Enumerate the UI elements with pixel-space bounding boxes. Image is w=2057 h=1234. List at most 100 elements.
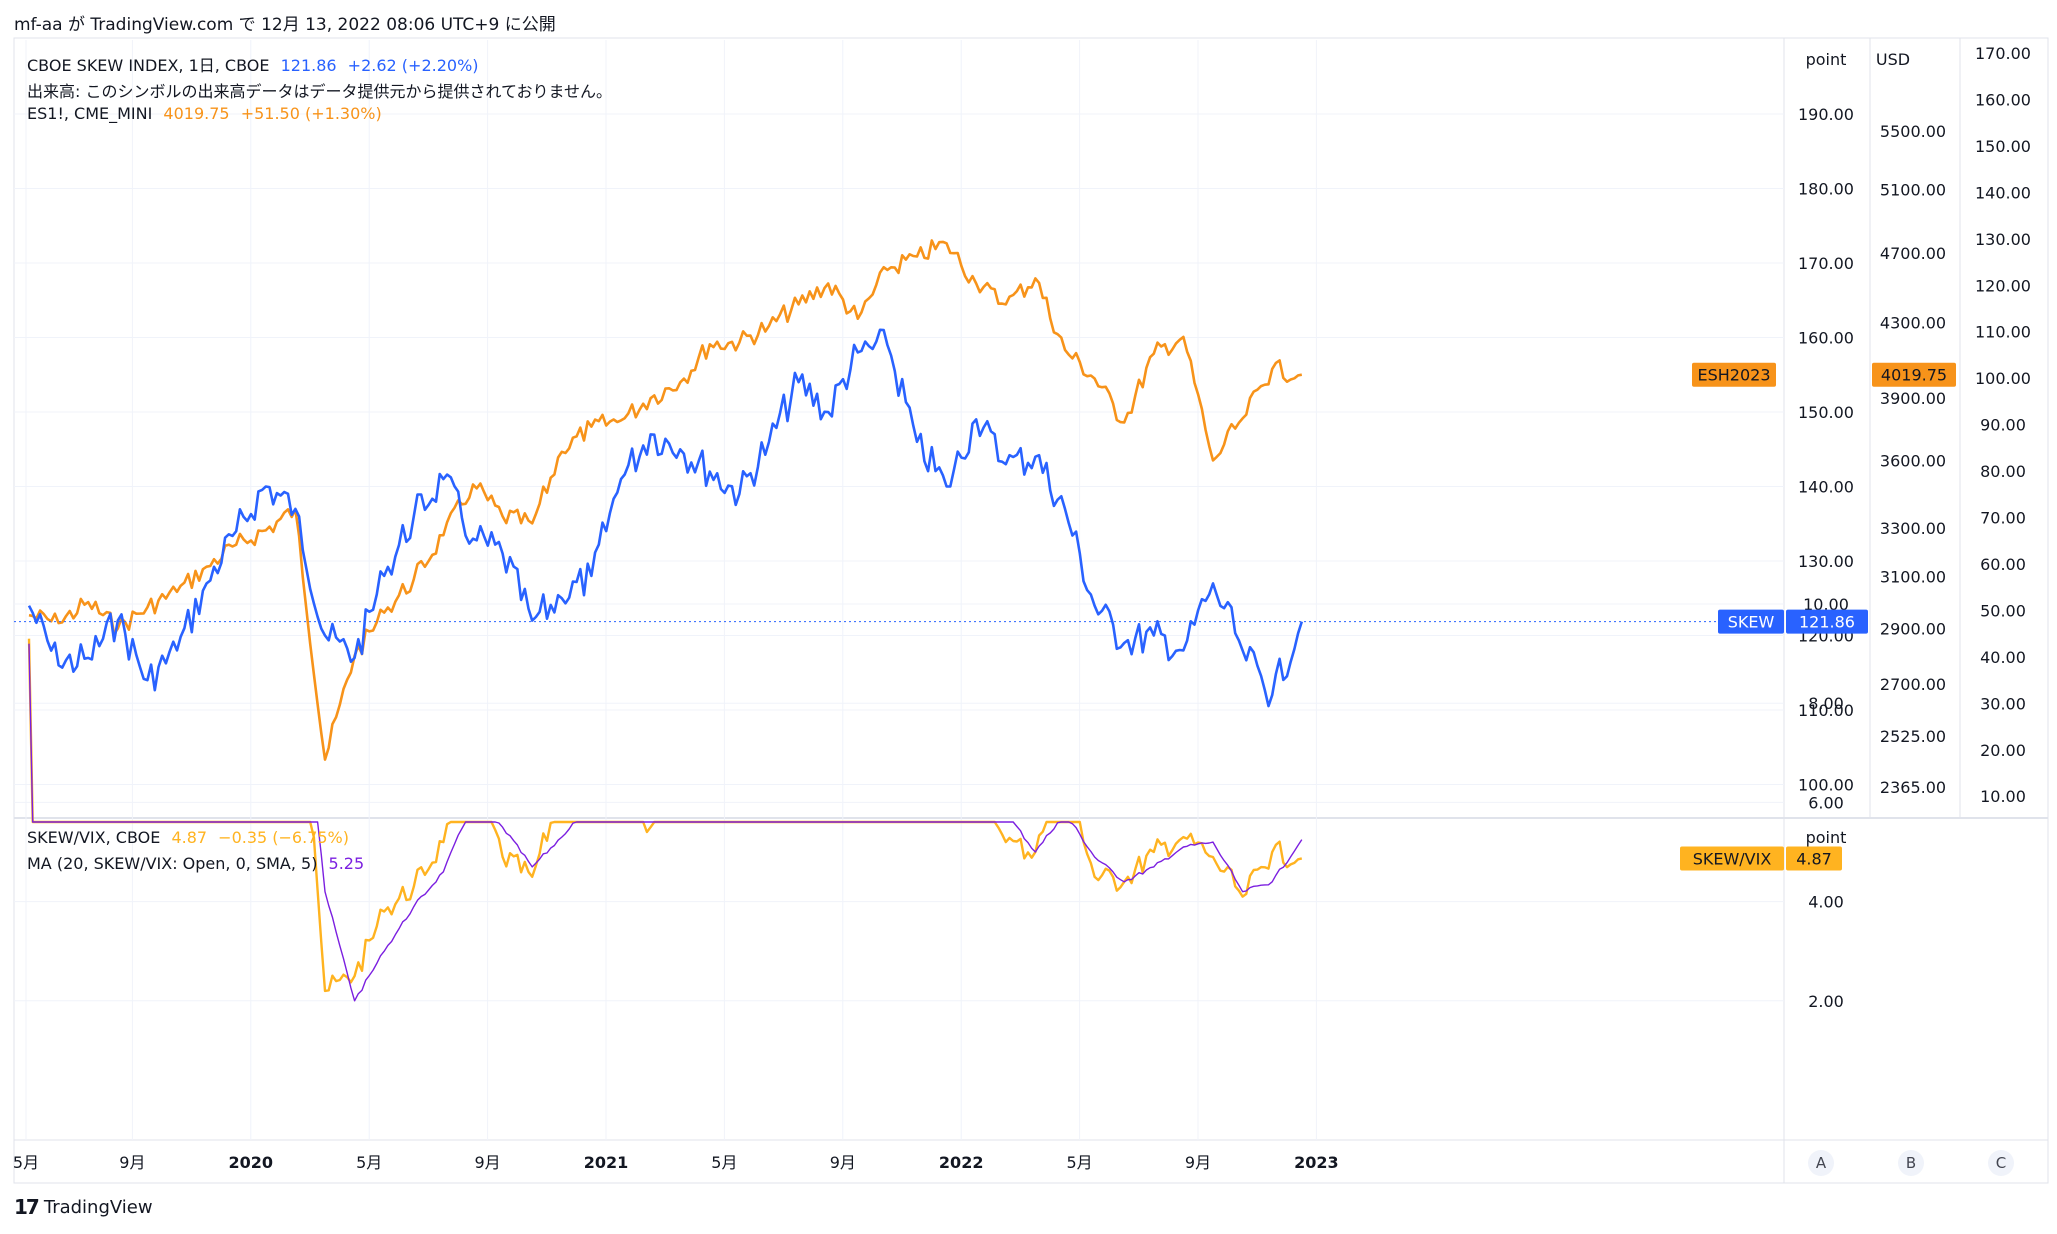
pane-button-c[interactable]: C	[1988, 1150, 2014, 1176]
right-tick-label: 100.00	[1975, 369, 2031, 388]
legend-skewvix-value: 4.87	[171, 828, 208, 847]
usd-tick-label: 2525.00	[1880, 727, 1946, 746]
usd-tick-label: 5500.00	[1880, 122, 1946, 141]
es-name-tag-bg	[1692, 362, 1776, 387]
right-tick-label: 150.00	[1975, 137, 2031, 156]
tradingview-logo-icon: 17	[14, 1195, 40, 1219]
x-tick-label: 2023	[1294, 1153, 1339, 1172]
x-tick-label: 9月	[475, 1153, 501, 1172]
chart-frame	[13, 37, 2049, 1184]
legend-skewvix-title: SKEW/VIX, CBOE	[27, 828, 161, 847]
legend-skew-value: 121.86	[280, 56, 337, 75]
skew-value-tag-bg	[1786, 609, 1868, 634]
skewvix-line	[27, 638, 1303, 993]
usd-tick-label: 2900.00	[1880, 619, 1946, 638]
skew-line	[27, 328, 1304, 708]
skewvix-value-tag-text: 4.87	[1796, 849, 1832, 868]
x-tick-label: 9月	[1185, 1153, 1211, 1172]
volume-note: 出来高: このシンボルの出来高データはデータ提供元から提供されておりません。	[27, 82, 613, 101]
es-value-tag-text: 4019.75	[1881, 366, 1947, 385]
x-tick-label: 9月	[119, 1153, 145, 1172]
point-tick-label: 100.00	[1798, 776, 1854, 795]
pane-button-a[interactable]: A	[1808, 1150, 1834, 1176]
skew-name-tag-bg	[1718, 609, 1784, 634]
legend-es-change: +51.50 (+1.30%)	[240, 104, 382, 123]
usd-tick-label: 3600.00	[1880, 451, 1946, 470]
sub-tick-label: 8.00	[1808, 694, 1844, 713]
legend-skewvix-change: −0.35 (−6.75%)	[218, 828, 349, 847]
sub-series	[27, 638, 1303, 1002]
point-tick-label: 170.00	[1798, 254, 1854, 273]
es-name-tag-text: ESH2023	[1697, 366, 1770, 385]
footer: 17 TradingView	[14, 1195, 153, 1219]
usd-axis-title: USD	[1876, 50, 1910, 69]
right-tick-label: 40.00	[1980, 648, 2026, 667]
point-tick-label: 180.00	[1798, 180, 1854, 199]
legend-skew-change: +2.62 (+2.20%)	[347, 56, 479, 75]
right-tick-label: 60.00	[1980, 555, 2026, 574]
right-tick-label: 20.00	[1980, 741, 2026, 760]
point-tick-label: 110.00	[1798, 701, 1854, 720]
right-tick-label: 130.00	[1975, 230, 2031, 249]
axis-labels: 5月 9月 2020 5月 9月 2021 5月 9月 2022 5月 9月 2023 190.00 18…	[13, 44, 2031, 1172]
right-tick-label: 50.00	[1980, 601, 2026, 620]
right-tick-label: 140.00	[1975, 183, 2031, 202]
point-tick-label: 150.00	[1798, 403, 1854, 422]
point-axis-title: point	[1806, 50, 1847, 69]
skewvix-value-tag-bg	[1786, 846, 1842, 871]
right-tick-label: 30.00	[1980, 694, 2026, 713]
right-tick-label: 170.00	[1975, 44, 2031, 63]
sub-tick-label: 10.00	[1803, 595, 1849, 614]
pane-button-b[interactable]: B	[1898, 1150, 1924, 1176]
skewvix-name-tag-bg	[1680, 846, 1784, 871]
x-tick-label: 2021	[584, 1153, 629, 1172]
right-tick-label: 70.00	[1980, 509, 2026, 528]
usd-tick-label: 4300.00	[1880, 313, 1946, 332]
skew-name-tag-text: SKEW	[1728, 613, 1775, 632]
usd-tick-label: 3300.00	[1880, 519, 1946, 538]
footer-brand: TradingView	[43, 1196, 153, 1218]
x-tick-label: 5月	[13, 1153, 39, 1172]
legend-ma-value: 5.25	[328, 854, 365, 873]
x-tick-label: 5月	[1067, 1153, 1093, 1172]
x-tick-label: 5月	[356, 1153, 382, 1172]
ma-line	[28, 643, 1303, 1002]
grid	[14, 40, 1784, 1140]
right-tick-label: 90.00	[1980, 416, 2026, 435]
legend-es-value: 4019.75	[163, 104, 230, 123]
x-tick-label: 2022	[939, 1153, 984, 1172]
legend-volume-note: 出来高: このシンボルの出来高データはデータ提供元から提供されておりません。	[27, 78, 618, 102]
usd-tick-label: 5100.00	[1880, 181, 1946, 200]
right-tick-label: 80.00	[1980, 462, 2026, 481]
point-tick-label: 140.00	[1798, 478, 1854, 497]
usd-tick-label: 2365.00	[1880, 778, 1946, 797]
point-tick-label: 130.00	[1798, 552, 1854, 571]
usd-tick-label: 2700.00	[1880, 675, 1946, 694]
legend-skew-title: CBOE SKEW INDEX, 1日, CBOE	[27, 56, 270, 75]
point-tick-label: 160.00	[1798, 329, 1854, 348]
main-series	[14, 239, 1784, 761]
legend-es: ES1!, CME_MINI 4019.75 +51.50 (+1.30%)	[27, 104, 388, 123]
right-tick-label: 10.00	[1980, 787, 2026, 806]
legend-ma: MA (20, SKEW/VIX: Open, 0, SMA, 5) 5.25	[27, 854, 370, 873]
sub-tick-label: 4.00	[1808, 893, 1844, 912]
publish-header: mf-aa が TradingView.com で 12月 13, 2022 0…	[14, 15, 556, 35]
right-tick-label: 110.00	[1975, 323, 2031, 342]
x-tick-label: 9月	[830, 1153, 856, 1172]
skewvix-name-tag-text: SKEW/VIX	[1693, 849, 1772, 868]
usd-tick-label: 3100.00	[1880, 568, 1946, 587]
sub-tick-label: 2.00	[1808, 992, 1844, 1011]
legend-skewvix: SKEW/VIX, CBOE 4.87 −0.35 (−6.75%)	[27, 828, 355, 847]
legend-skew: CBOE SKEW INDEX, 1日, CBOE 121.86 +2.62 (…	[27, 52, 485, 76]
usd-tick-label: 3900.00	[1880, 389, 1946, 408]
es-line	[28, 239, 1303, 761]
point-tick-label: 190.00	[1798, 105, 1854, 124]
x-tick-label: 5月	[711, 1153, 737, 1172]
usd-tick-label: 4700.00	[1880, 244, 1946, 263]
es-value-tag-bg	[1872, 362, 1956, 387]
legend-ma-title: MA (20, SKEW/VIX: Open, 0, SMA, 5)	[27, 854, 318, 873]
legend-es-title: ES1!, CME_MINI	[27, 104, 153, 123]
price-tags: SKEW 121.86 ESH2023 4019.75 SKEW/VIX 4.87	[1680, 362, 1956, 871]
sub-axis-title: point	[1806, 828, 1847, 847]
